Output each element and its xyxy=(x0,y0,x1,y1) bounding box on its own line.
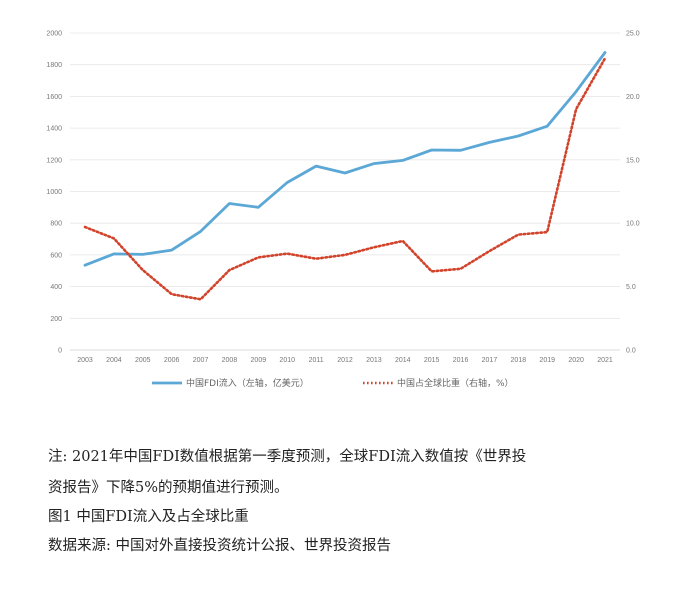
x-tick-label: 2003 xyxy=(77,357,93,364)
data-source: 数据来源: 中国对外直接投资统计公报、世界投资报告 xyxy=(48,538,391,554)
x-axis-ticks: 2003 2004 2005 2006 2007 2008 2009 2010 2011 2012… xyxy=(77,357,613,364)
left-tick-label: 800 xyxy=(50,221,62,228)
right-tick-label: 20.0 xyxy=(626,94,640,101)
x-tick-label: 2010 xyxy=(279,357,295,364)
grid-lines xyxy=(70,32,620,351)
x-tick-label: 2011 xyxy=(309,357,324,364)
left-tick-label: 200 xyxy=(50,316,62,323)
note-line-1: 注: 2021年中国FDI数值根据第一季度预测，全球FDI流入数值按《世界投 xyxy=(48,449,527,465)
series-line-fdi xyxy=(83,51,607,267)
left-tick-label: 2000 xyxy=(46,31,62,38)
left-tick-label: 1000 xyxy=(46,189,62,196)
figure-caption: 图1 中国FDI流入及占全球比重 xyxy=(48,509,249,525)
x-tick-label: 2015 xyxy=(424,357,440,364)
x-tick-label: 2014 xyxy=(395,357,411,364)
right-tick-label: 5.0 xyxy=(626,284,636,291)
x-tick-label: 2016 xyxy=(453,357,469,364)
right-tick-label: 10.0 xyxy=(626,221,640,228)
right-tick-label: 15.0 xyxy=(626,157,640,164)
right-tick-label: 0.0 xyxy=(626,348,636,355)
left-axis-ticks: 0 200 400 600 800 1000 1200 1400 1600 1800 2000 xyxy=(46,31,62,355)
right-axis-ticks: 0.0 5.0 10.0 15.0 20.0 25.0 xyxy=(626,31,640,355)
left-tick-label: 600 xyxy=(50,252,62,259)
x-tick-label: 2008 xyxy=(222,357,238,364)
x-tick-label: 2018 xyxy=(511,357,527,364)
legend-label-fdi: 中国FDI流入（左轴，亿美元） xyxy=(186,377,309,389)
legend-label-share: 中国占全球比重（右轴，%） xyxy=(397,377,514,389)
left-tick-label: 0 xyxy=(58,348,62,355)
left-tick-label: 1400 xyxy=(46,126,62,133)
fdi-chart: 0 200 400 600 800 1000 1200 1400 1600 1800 2000 0.… xyxy=(46,31,640,390)
left-tick-label: 1200 xyxy=(46,157,62,164)
right-tick-label: 25.0 xyxy=(626,31,640,38)
x-tick-label: 2007 xyxy=(193,357,209,364)
x-tick-label: 2009 xyxy=(251,357,267,364)
x-tick-label: 2006 xyxy=(164,357,180,364)
x-tick-label: 2020 xyxy=(568,357,584,364)
legend: 中国FDI流入（左轴，亿美元） 中国占全球比重（右轴，%） xyxy=(152,377,514,389)
series-layer xyxy=(83,51,607,301)
left-tick-label: 1800 xyxy=(46,62,62,69)
left-tick-label: 1600 xyxy=(46,94,62,101)
x-tick-label: 2013 xyxy=(366,357,382,364)
x-tick-label: 2019 xyxy=(539,357,555,364)
left-tick-label: 400 xyxy=(50,284,62,291)
note-line-2: 资报告》下降5%的预期值进行预测。 xyxy=(48,480,289,496)
x-tick-label: 2012 xyxy=(337,357,353,364)
series-line-share xyxy=(83,57,607,301)
x-tick-label: 2021 xyxy=(597,357,613,364)
x-tick-label: 2005 xyxy=(135,357,151,364)
x-tick-label: 2004 xyxy=(106,357,122,364)
x-tick-label: 2017 xyxy=(482,357,498,364)
